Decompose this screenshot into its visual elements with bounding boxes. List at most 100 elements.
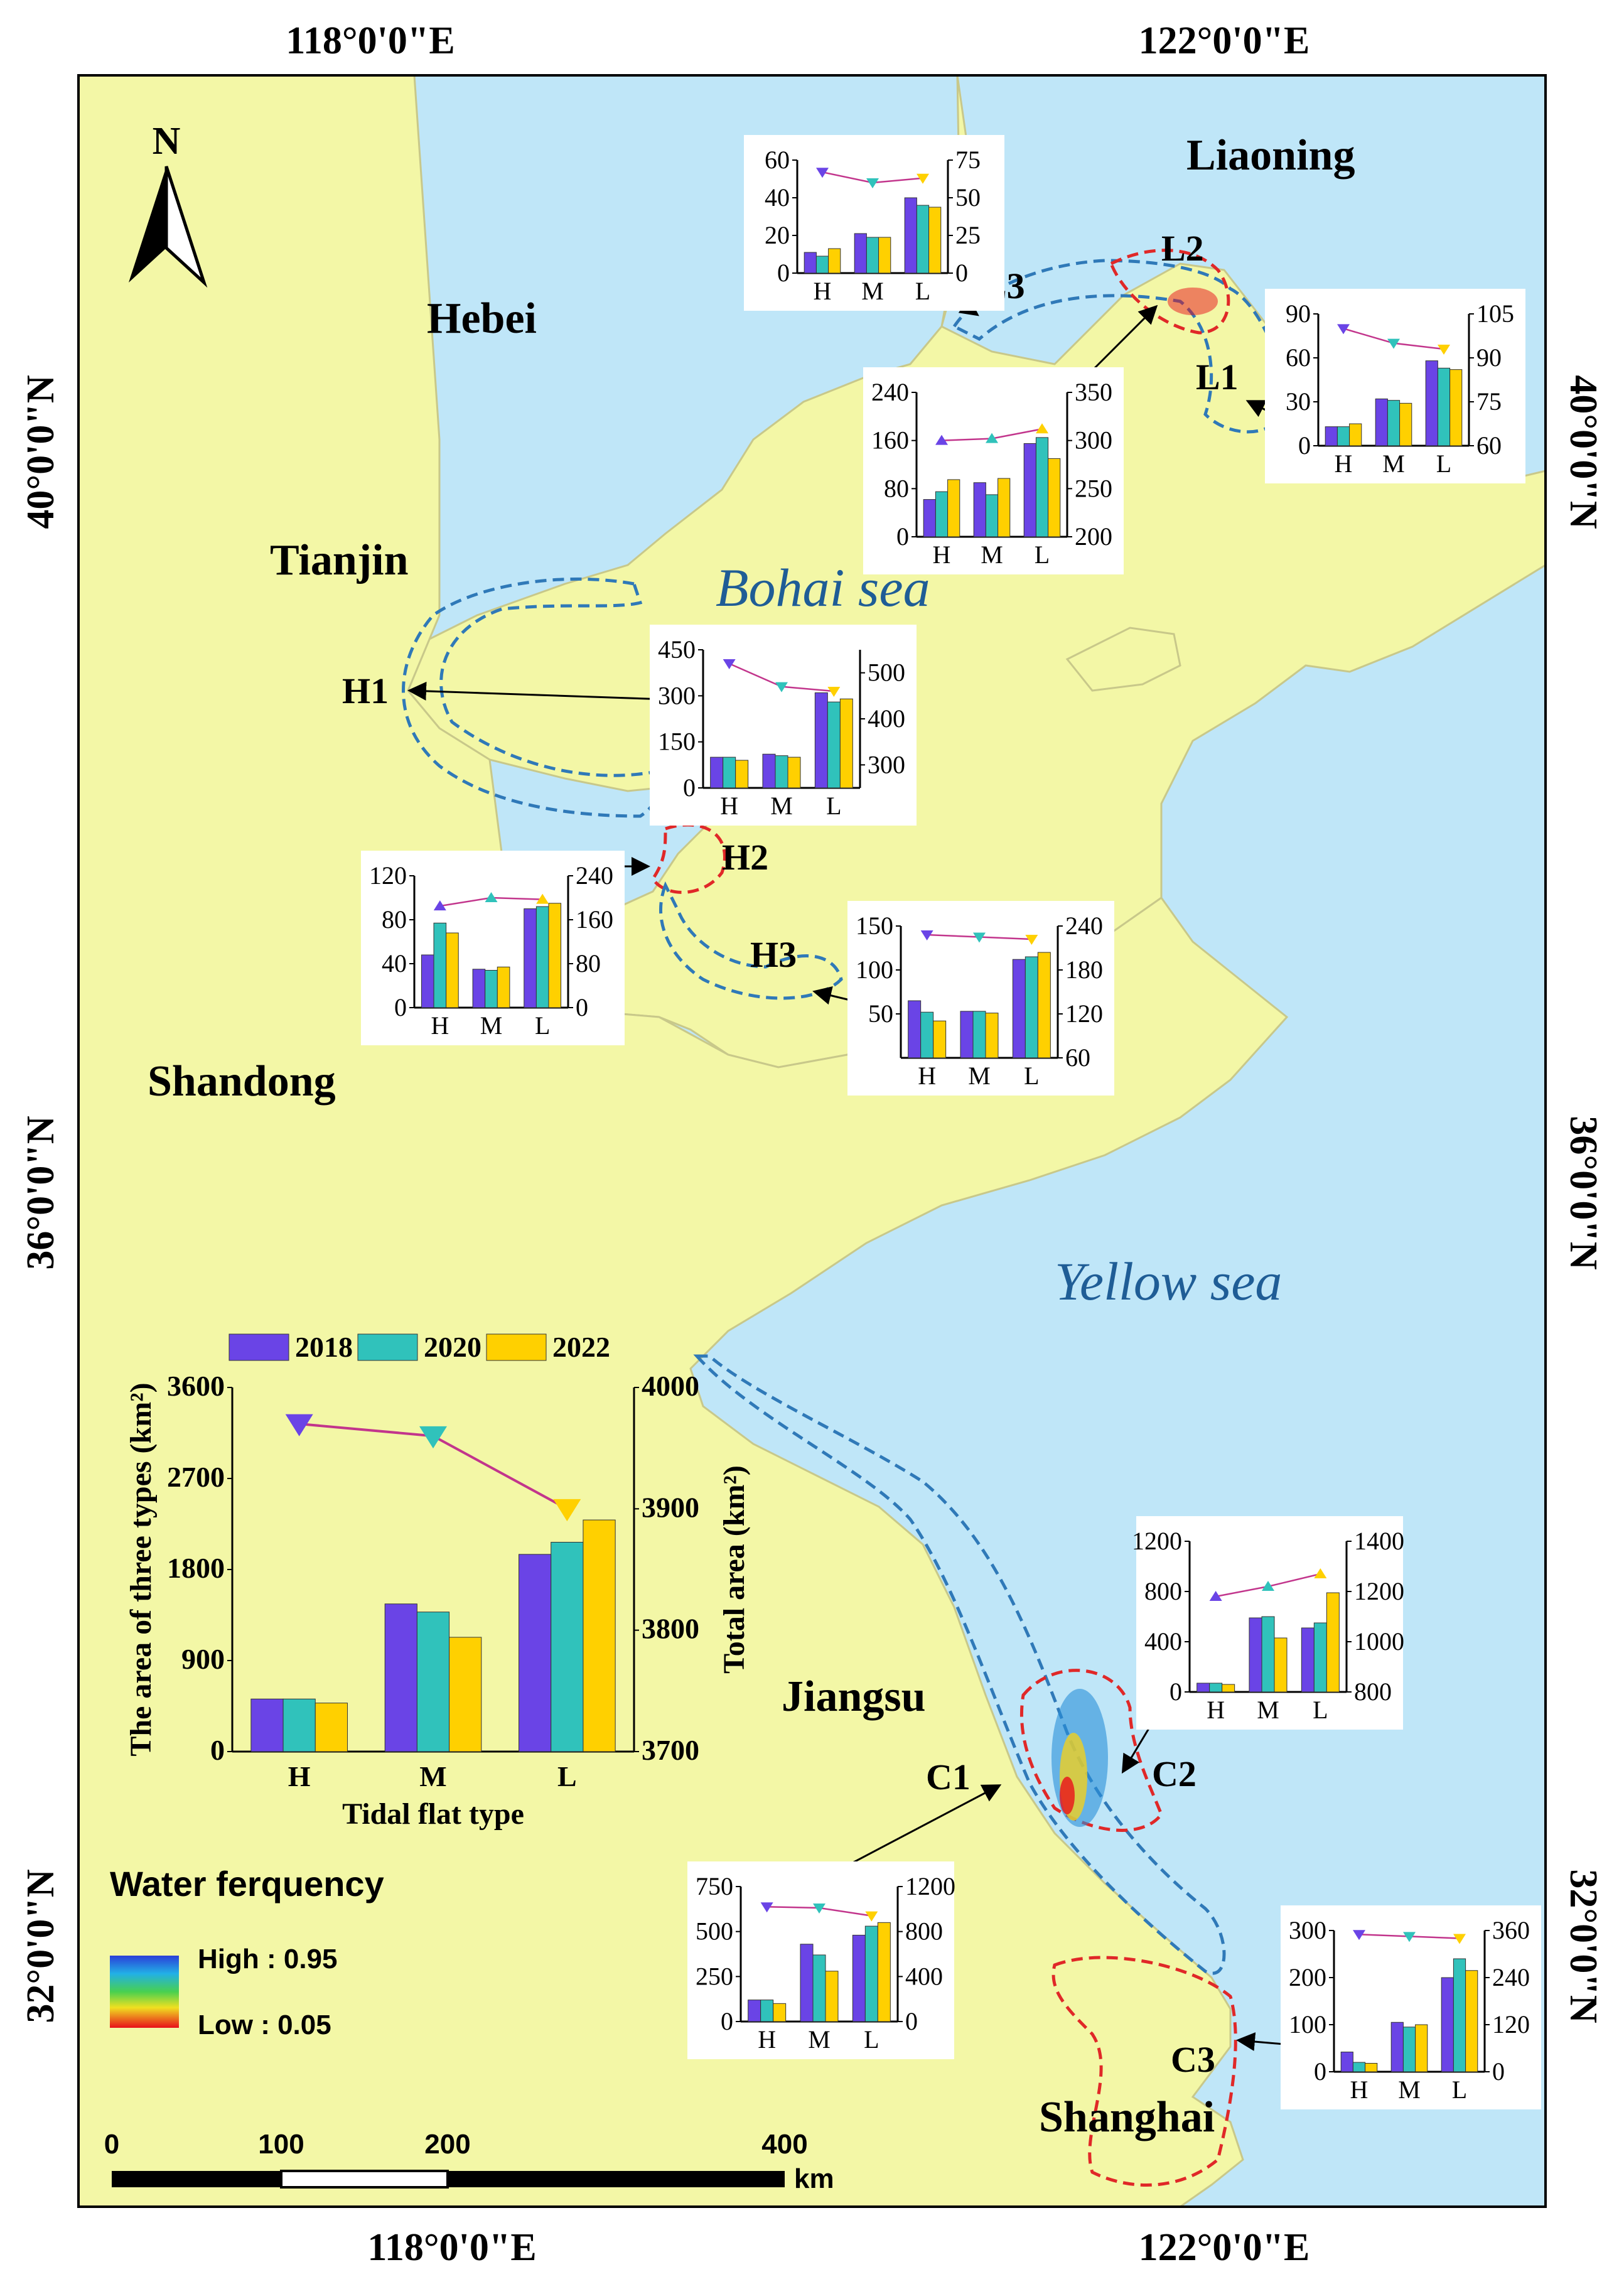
chart-bar-2020	[815, 256, 829, 274]
chart-x-tick-label: M	[419, 1760, 446, 1792]
chart-bar-2020	[551, 1542, 584, 1752]
chart-bar-2022	[773, 2003, 787, 2022]
chart-bar-2018	[814, 692, 828, 789]
chart-total-marker	[1036, 423, 1048, 434]
chart-bar-2018	[1023, 443, 1036, 537]
region-shanghai: Shanghai	[1039, 2093, 1215, 2141]
chart-legend-label: 2020	[424, 1331, 481, 1363]
chart-summary: 0 900 1800 2700 3600 3700 3800 3900 4000 H M L 2018 2…	[124, 1331, 751, 1831]
region-liaoning: Liaoning	[1186, 131, 1355, 180]
chart-bar-2018	[960, 1011, 974, 1058]
chart-bar-2018	[973, 482, 986, 537]
chart-bar-2020	[935, 491, 949, 537]
chart-y-tick-label: 0	[721, 2007, 733, 2035]
chart-x-tick-label: M	[1382, 450, 1405, 478]
chart-bar-2018	[1301, 1627, 1315, 1693]
chart-x-tick-label: H	[431, 1011, 449, 1040]
chart-bar-2020	[760, 2000, 774, 2022]
lat-label-left-32: 32°0'0"N	[19, 1869, 62, 2023]
chart-bar-2018	[472, 969, 486, 1008]
chart-y2-tick-label: 60	[1476, 431, 1502, 460]
chart-bar-2020	[1352, 2062, 1366, 2072]
chart-y2-tick-label: 1400	[1354, 1527, 1404, 1555]
chart-bar-2022	[449, 1637, 482, 1752]
scale-unit: km	[794, 2163, 834, 2194]
scale-tick-0: 0	[104, 2129, 119, 2160]
chart-y2-tick-label: 0	[1492, 2057, 1505, 2086]
chart-y2-tick-label: 400	[868, 704, 905, 733]
site-h1: H1	[342, 670, 389, 711]
chart-legend-swatch	[486, 1333, 547, 1361]
chart-total-marker	[485, 892, 498, 902]
chart-x-tick-label: L	[826, 792, 841, 820]
chart-y-tick-label: 80	[884, 474, 909, 502]
chart-y2-tick-label: 360	[1492, 1916, 1530, 1944]
chart-bar-2018	[852, 1934, 866, 2022]
chart-bar-2022	[1365, 2063, 1378, 2072]
chart-total-marker	[827, 687, 841, 697]
chart-x-tick-label: M	[1398, 2076, 1421, 2104]
chart-bar-2020	[985, 494, 999, 537]
chart-bar-2020	[485, 970, 498, 1008]
chart-y2-tick-label: 300	[868, 750, 905, 778]
chart-bar-2020	[433, 922, 447, 1008]
chart-bar-2018	[762, 753, 776, 789]
site-c1: C1	[926, 1757, 971, 1797]
chart-y-tick-label: 100	[1289, 2010, 1326, 2038]
site-l1: L1	[1196, 357, 1239, 397]
chart-y-tick-label: 300	[658, 681, 696, 709]
chart-total-marker	[760, 1902, 773, 1913]
legend-high-label: High : 0.95	[198, 1944, 338, 1974]
chart-total-marker	[920, 930, 933, 940]
chart-total-marker	[433, 900, 446, 911]
chart-bar-2020	[723, 757, 736, 789]
chart-bar-2022	[446, 932, 459, 1008]
scale-bar: 0 100 200 400 km	[104, 2129, 834, 2194]
chart-y-tick-label: 2700	[167, 1461, 225, 1493]
chart-bar-2018	[421, 954, 434, 1008]
chart-y-tick-label: 0	[896, 522, 909, 551]
chart-total-marker	[816, 168, 829, 178]
chart-bar-2022	[315, 1703, 348, 1752]
chart-bar-2018	[1249, 1617, 1262, 1693]
chart-background	[361, 851, 625, 1045]
chart-H1: 0 150 300 450 300 400 500 H M L	[650, 625, 917, 826]
chart-bar-2022	[877, 1922, 891, 2022]
chart-x-tick-label: H	[814, 277, 832, 305]
chart-y-tick-label: 80	[382, 905, 407, 934]
legend-title: Water ferquency	[110, 1864, 384, 1904]
chart-bar-2022	[735, 760, 749, 789]
chart-bar-2020	[916, 205, 930, 274]
chart-bar-2018	[1390, 2022, 1404, 2072]
chart-y2-tick-label: 350	[1075, 378, 1112, 406]
chart-bar-2018	[1375, 398, 1388, 446]
chart-bar-2022	[1399, 402, 1412, 446]
chart-y2-tick-label: 90	[1476, 343, 1502, 372]
chart-bar-2018	[524, 908, 537, 1008]
chart-x-tick-label: L	[557, 1760, 577, 1792]
chart-bar-2022	[497, 966, 510, 1008]
chart-bar-2022	[1037, 952, 1051, 1058]
region-shandong: Shandong	[148, 1057, 336, 1106]
chart-bar-2020	[812, 1954, 826, 2022]
chart-bar-2018	[1425, 360, 1438, 446]
chart-y-axis-label: The area of three types (km²)	[124, 1382, 158, 1756]
lon-label-bottom-118: 118°0'0"E	[367, 2226, 536, 2269]
chart-total-marker	[1387, 338, 1400, 349]
chart-x-tick-label: M	[968, 1062, 991, 1090]
chart-bar-2022	[839, 698, 853, 789]
site-h2: H2	[722, 837, 768, 878]
site-c2: C2	[1152, 1753, 1196, 1794]
lat-label-left-36: 36°0'0"N	[19, 1116, 62, 1269]
chart-y2-tick-label: 60	[1065, 1043, 1090, 1072]
chart-bar-2018	[804, 252, 817, 274]
chart-bar-2020	[827, 701, 841, 789]
chart-bar-2022	[878, 237, 891, 274]
chart-total-marker	[866, 178, 879, 188]
chart-x-tick-label: H	[1207, 1696, 1225, 1724]
chart-y2-tick-label: 0	[905, 2007, 918, 2035]
chart-total-marker	[1025, 935, 1038, 945]
chart-legend-swatch	[357, 1333, 418, 1361]
